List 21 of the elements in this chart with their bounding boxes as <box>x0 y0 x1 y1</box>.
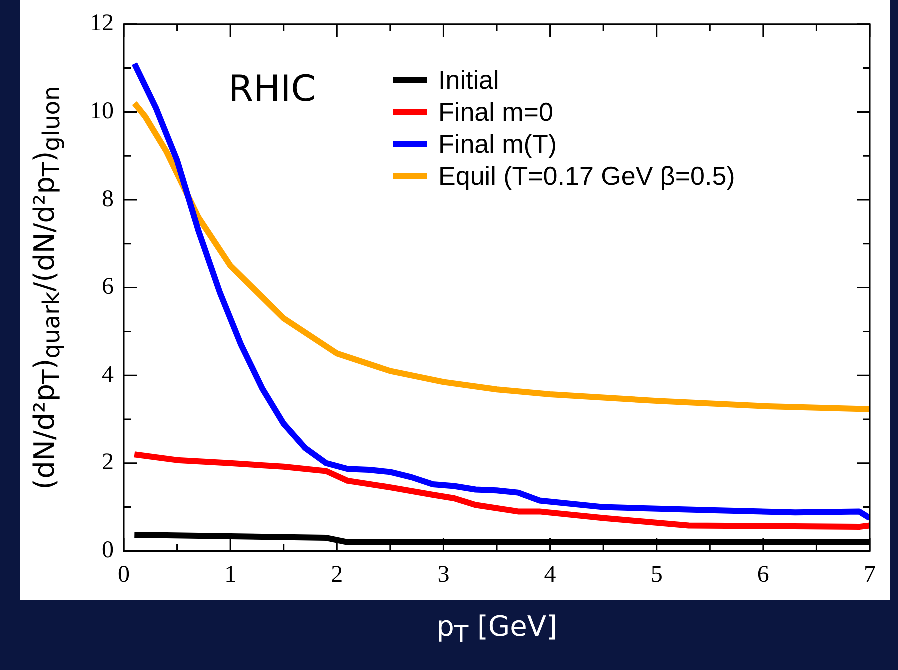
x-tick-label: 2 <box>331 562 344 588</box>
y-tick-label: 0 <box>102 537 114 564</box>
x-tick-label: 5 <box>650 562 663 588</box>
legend-label: Equil (T=0.17 GeV β=0.5) <box>438 160 736 192</box>
x-axis-title: p$_{T}$ [GeV] <box>436 610 558 649</box>
y-tick-label: 8 <box>102 186 114 212</box>
y-tick-label: 10 <box>90 98 114 124</box>
legend-label: Final m(T) <box>438 128 557 160</box>
legend-label: Final m=0 <box>438 96 554 128</box>
legend-label: Initial <box>438 64 500 96</box>
x-tick-label: 6 <box>757 562 770 588</box>
annotation: RHIC <box>228 69 316 110</box>
y-tick-label: 4 <box>102 362 114 388</box>
y-tick-label: 12 <box>90 10 114 37</box>
x-tick-label: 7 <box>864 562 876 588</box>
x-tick-label: 1 <box>224 562 237 588</box>
y-tick-label: 2 <box>102 450 114 476</box>
x-tick-label: 3 <box>438 562 450 588</box>
x-tick-label: 0 <box>118 562 130 588</box>
y-tick-label: 6 <box>102 274 114 300</box>
x-tick-label: 4 <box>544 562 556 588</box>
